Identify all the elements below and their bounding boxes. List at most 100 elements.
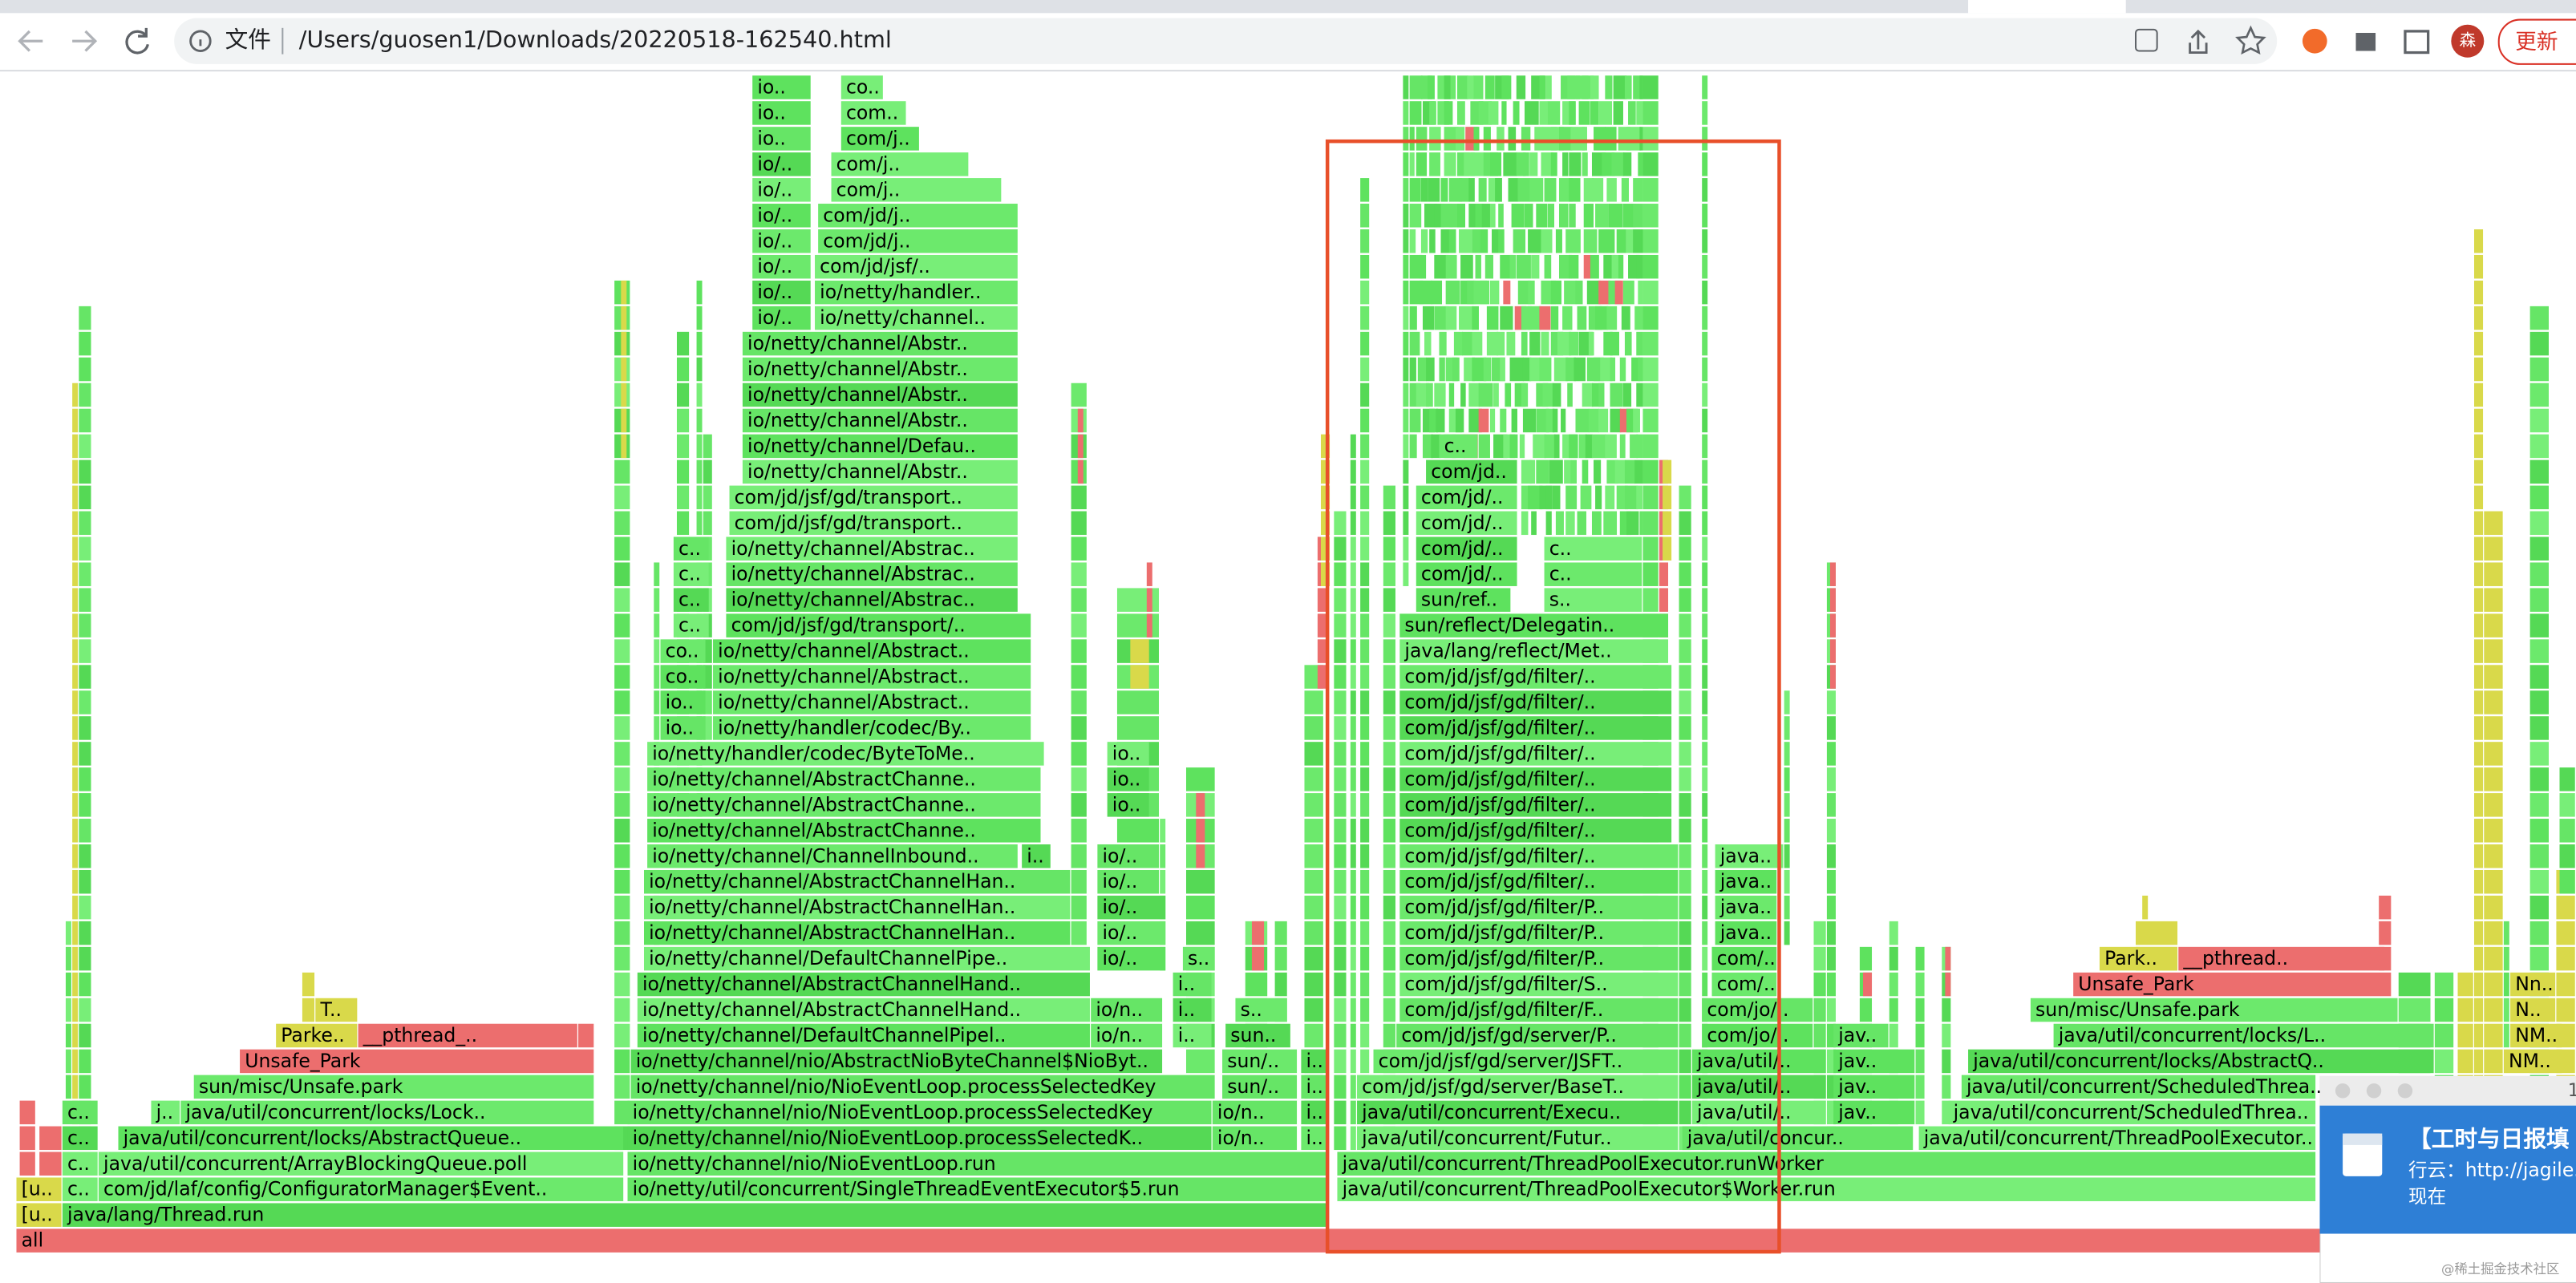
flame-frame[interactable]: com/jd/jsf/gd/filter/.. bbox=[1399, 665, 1672, 689]
flame-frame[interactable]: io/netty/channel/Abstrac.. bbox=[726, 536, 1018, 561]
flame-frame[interactable]: io/netty/channel/Abstr.. bbox=[742, 459, 1018, 484]
share-icon[interactable] bbox=[2189, 29, 2208, 54]
flame-frame[interactable]: sun/ref.. bbox=[1416, 588, 1511, 612]
flame-frame[interactable]: io/netty/channel/Abstrac.. bbox=[726, 562, 1018, 586]
flame-frame[interactable]: c.. bbox=[62, 1100, 98, 1125]
flame-frame[interactable]: java/util/concurrent/ArrayBlockingQueue.… bbox=[98, 1151, 624, 1176]
flame-frame[interactable]: c.. bbox=[1544, 562, 1642, 586]
flame-frame[interactable]: io/netty/channel/AbstractChannelHan.. bbox=[644, 869, 1071, 894]
bookmark-icon[interactable] bbox=[2235, 25, 2266, 55]
flame-frame[interactable]: com/jd/jsf/gd/transport.. bbox=[729, 511, 1018, 536]
flame-frame[interactable]: NM.. bbox=[2510, 1023, 2562, 1048]
flame-frame[interactable]: io/.. bbox=[1097, 946, 1166, 971]
flame-frame[interactable]: io/.. bbox=[752, 152, 811, 176]
flame-frame[interactable]: io/n.. bbox=[1091, 1023, 1163, 1048]
flame-frame[interactable]: all bbox=[16, 1228, 2575, 1253]
flame-frame[interactable]: i.. bbox=[1301, 1075, 1326, 1099]
flame-frame[interactable]: com/jd/jsf/gd/filter/.. bbox=[1399, 793, 1672, 817]
flame-frame[interactable]: com/jd/jsf/gd/server/P.. bbox=[1396, 1023, 1679, 1048]
info-icon[interactable] bbox=[189, 30, 212, 52]
flame-frame[interactable]: java.. bbox=[1715, 869, 1777, 894]
forward-button[interactable] bbox=[72, 30, 98, 52]
flame-frame[interactable]: sun/.. bbox=[1222, 1049, 1298, 1074]
flame-frame[interactable]: j.. bbox=[151, 1100, 180, 1125]
flame-frame[interactable]: io/netty/channel/nio/NioEventLoop.proces… bbox=[627, 1126, 1212, 1151]
flame-frame[interactable]: io.. bbox=[660, 690, 706, 714]
flame-frame[interactable]: com/jd/jsf/gd/filter/.. bbox=[1399, 819, 1672, 843]
flame-frame[interactable]: io/netty/channel/Abstract.. bbox=[713, 665, 1031, 689]
flame-frame[interactable]: io/netty/handler.. bbox=[815, 280, 1018, 305]
flame-frame[interactable]: com/jd/jsf/gd/filter/.. bbox=[1399, 767, 1672, 791]
flame-frame[interactable]: i.. bbox=[1173, 1023, 1212, 1048]
flame-frame[interactable]: io/netty/channel/nio/NioEventLoop.proces… bbox=[630, 1075, 1215, 1099]
flame-frame[interactable]: co.. bbox=[660, 665, 706, 689]
flame-frame[interactable]: com/jd/jsf/gd/server/BaseT.. bbox=[1357, 1075, 1679, 1099]
flame-frame[interactable]: io.. bbox=[752, 127, 811, 151]
flame-frame[interactable]: sun/.. bbox=[1222, 1075, 1298, 1099]
flame-frame[interactable]: io/netty/channel/DefaultChannelPipe.. bbox=[644, 946, 1090, 971]
flame-frame[interactable]: c.. bbox=[673, 613, 709, 637]
flame-frame[interactable]: T.. bbox=[315, 998, 358, 1022]
flame-frame[interactable]: c.. bbox=[62, 1126, 98, 1151]
flame-frame[interactable]: java/util/.. bbox=[1691, 1100, 1826, 1125]
flame-frame[interactable]: com/jd/j.. bbox=[818, 229, 1018, 253]
address-bar[interactable] bbox=[174, 18, 2278, 64]
flame-frame[interactable]: com/jd/jsf/gd/transport.. bbox=[729, 485, 1018, 510]
flame-frame[interactable]: com/jo/.. bbox=[1702, 1023, 1813, 1048]
flame-frame[interactable]: com/.. bbox=[1711, 946, 1777, 971]
flame-frame[interactable]: com/jd/jsf/gd/filter/.. bbox=[1399, 844, 1679, 868]
flame-frame[interactable]: io/netty/channel/AbstractChanne.. bbox=[647, 793, 1041, 817]
flame-frame[interactable]: io/netty/channel/AbstractChanne.. bbox=[647, 819, 1041, 843]
flame-frame[interactable]: io/netty/channel.. bbox=[815, 306, 1018, 330]
flame-frame[interactable]: java/util/concurrent/ThreadPoolExecutor.… bbox=[1918, 1126, 2316, 1151]
flame-frame[interactable]: io/netty/channel/Abstr.. bbox=[742, 357, 1018, 382]
flame-frame[interactable]: io.. bbox=[1107, 742, 1149, 766]
flame-frame[interactable]: com/jd/jsf/gd/filter/P.. bbox=[1399, 946, 1679, 971]
flame-frame[interactable]: io/.. bbox=[752, 204, 811, 228]
flame-frame[interactable]: java/util/concurrent/locks/AbstractQ.. bbox=[1968, 1049, 2434, 1074]
flame-frame[interactable]: Unsafe_Park bbox=[2073, 972, 2392, 997]
flame-frame[interactable]: io/n.. bbox=[1212, 1100, 1298, 1125]
flame-frame[interactable]: java/util/concurrent/ThreadPoolExecutor$… bbox=[1337, 1177, 2316, 1201]
flame-frame[interactable]: com/j.. bbox=[831, 178, 1002, 202]
flame-frame[interactable]: com/j.. bbox=[831, 152, 969, 176]
flame-frame[interactable]: jav.. bbox=[1833, 1100, 1915, 1125]
flame-frame[interactable]: com/jd/jsf/gd/filter/.. bbox=[1399, 716, 1672, 740]
flame-frame[interactable]: io/netty/channel/nio/NioEventLoop.proces… bbox=[627, 1100, 1212, 1125]
flame-frame[interactable]: com/jd/jsf/gd/filter/.. bbox=[1399, 869, 1679, 894]
translate-icon[interactable] bbox=[2134, 28, 2158, 52]
flame-frame[interactable]: io/.. bbox=[752, 254, 811, 279]
flame-frame[interactable]: io.. bbox=[1107, 767, 1149, 791]
flame-frame[interactable]: c.. bbox=[62, 1151, 98, 1176]
flame-frame[interactable]: com/jd/.. bbox=[1416, 485, 1517, 510]
flame-frame[interactable]: sun.. bbox=[1225, 1023, 1290, 1048]
flame-frame[interactable]: io/.. bbox=[752, 280, 811, 305]
flame-frame[interactable]: NM.. bbox=[2503, 1049, 2562, 1074]
flame-frame[interactable]: io/netty/channel/Abstract.. bbox=[713, 639, 1031, 663]
flame-frame[interactable]: N.. bbox=[2510, 998, 2556, 1022]
flame-frame[interactable]: com/jd/jsf/gd/transport/.. bbox=[726, 613, 1031, 637]
flame-frame[interactable]: __pthread_.. bbox=[358, 1023, 577, 1048]
flame-frame[interactable]: jav.. bbox=[1833, 1075, 1915, 1099]
flame-frame[interactable]: io/netty/channel/DefaultChannelPipel.. bbox=[637, 1023, 1090, 1048]
flame-frame[interactable]: Unsafe_Park bbox=[240, 1049, 594, 1074]
flame-frame[interactable]: io/.. bbox=[1097, 844, 1159, 868]
reload-button[interactable] bbox=[125, 27, 149, 55]
flame-frame[interactable]: io.. bbox=[752, 75, 811, 99]
extension-icon[interactable] bbox=[2302, 28, 2327, 54]
back-button[interactable] bbox=[18, 30, 43, 52]
flame-frame[interactable]: Nn.. bbox=[2510, 972, 2556, 997]
flame-frame[interactable]: java.. bbox=[1715, 895, 1777, 920]
flame-frame[interactable]: __pthread.. bbox=[2178, 946, 2385, 971]
flame-frame[interactable]: io/n.. bbox=[1091, 998, 1163, 1022]
flame-frame[interactable]: io/netty/channel/nio/AbstractNioByteChan… bbox=[630, 1049, 1163, 1074]
flame-frame[interactable]: java.. bbox=[1715, 844, 1784, 868]
flame-frame[interactable]: com/jd/laf/config/ConfiguratorManager$Ev… bbox=[98, 1177, 624, 1201]
flame-frame[interactable]: com/jd/.. bbox=[1416, 511, 1517, 536]
flame-frame[interactable]: java/util/.. bbox=[1691, 1049, 1826, 1074]
flame-frame[interactable]: java/util/concurrent/ScheduledThrea.. bbox=[1961, 1075, 2322, 1099]
flame-frame[interactable]: java.. bbox=[1715, 921, 1777, 945]
flame-frame[interactable]: io.. bbox=[752, 101, 811, 125]
flame-frame[interactable]: com/jd/jsf/gd/filter/.. bbox=[1399, 742, 1672, 766]
flame-frame[interactable]: com/jd/j.. bbox=[818, 204, 1018, 228]
